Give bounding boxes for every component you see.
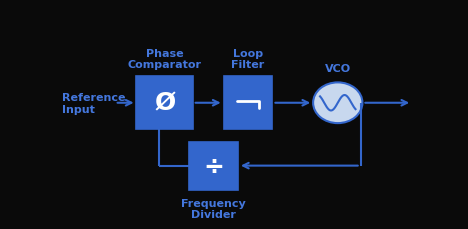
Text: Frequency
Divider: Frequency Divider: [181, 198, 246, 219]
Text: Loop
Filter: Loop Filter: [231, 48, 264, 70]
Bar: [189, 142, 238, 190]
Text: ÷: ÷: [203, 154, 224, 178]
Bar: [224, 77, 272, 130]
Text: Reference
Input: Reference Input: [62, 93, 125, 114]
Text: Phase
Comparator: Phase Comparator: [128, 48, 202, 70]
Text: Ø: Ø: [154, 91, 175, 115]
Text: VCO: VCO: [325, 63, 351, 73]
Bar: [137, 77, 193, 130]
Ellipse shape: [313, 83, 362, 124]
